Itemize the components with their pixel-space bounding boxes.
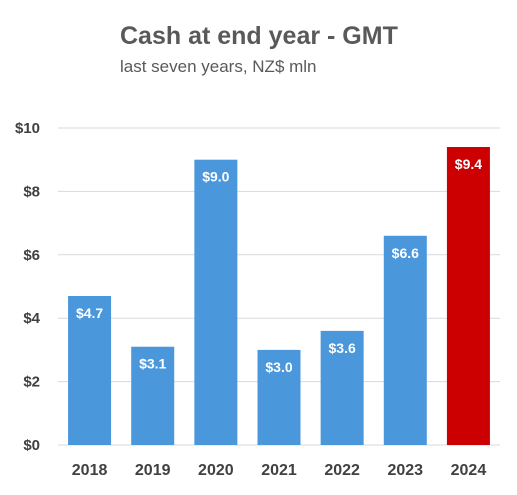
x-tick-label: 2024 xyxy=(451,462,487,479)
y-tick-label: $4 xyxy=(23,310,40,327)
bar-2018 xyxy=(68,296,112,445)
x-tick-label: 2021 xyxy=(261,462,297,479)
data-label-2019: $3.1 xyxy=(139,356,166,372)
chart-title: Cash at end year - GMT xyxy=(120,22,398,50)
bars xyxy=(68,147,490,445)
y-tick-label: $2 xyxy=(23,374,40,391)
data-label-2020: $9.0 xyxy=(202,169,229,185)
bar-2024 xyxy=(446,147,490,445)
x-tick-label: 2022 xyxy=(324,462,360,479)
bar-2021 xyxy=(257,349,301,445)
x-tick-label: 2018 xyxy=(72,462,108,479)
y-axis-ticks: $0 $2 $4 $6 $8 $10 xyxy=(15,120,41,454)
y-tick-label: $6 xyxy=(23,247,40,264)
data-label-2018: $4.7 xyxy=(76,305,103,321)
data-label-2023: $6.6 xyxy=(392,245,419,261)
bar-2022 xyxy=(320,330,364,445)
bar-2020 xyxy=(194,159,238,445)
y-tick-label: $0 xyxy=(23,437,40,454)
bar-2019 xyxy=(131,346,175,445)
y-tick-label: $8 xyxy=(23,183,40,200)
x-axis-labels: 2018 2019 2020 2021 2022 2023 2024 xyxy=(72,462,487,479)
x-tick-label: 2023 xyxy=(387,462,423,479)
data-label-2022: $3.6 xyxy=(329,340,356,356)
x-tick-label: 2019 xyxy=(135,462,171,479)
data-label-2021: $3.0 xyxy=(265,359,292,375)
data-label-2024: $9.4 xyxy=(455,156,482,172)
chart-subtitle: last seven years, NZ$ mln xyxy=(120,57,317,76)
x-tick-label: 2020 xyxy=(198,462,234,479)
data-labels: $4.7 $3.1 $9.0 $3.0 $3.6 $6.6 $9.4 xyxy=(76,156,482,375)
y-tick-label: $10 xyxy=(15,120,40,137)
bar-2023 xyxy=(383,235,427,445)
